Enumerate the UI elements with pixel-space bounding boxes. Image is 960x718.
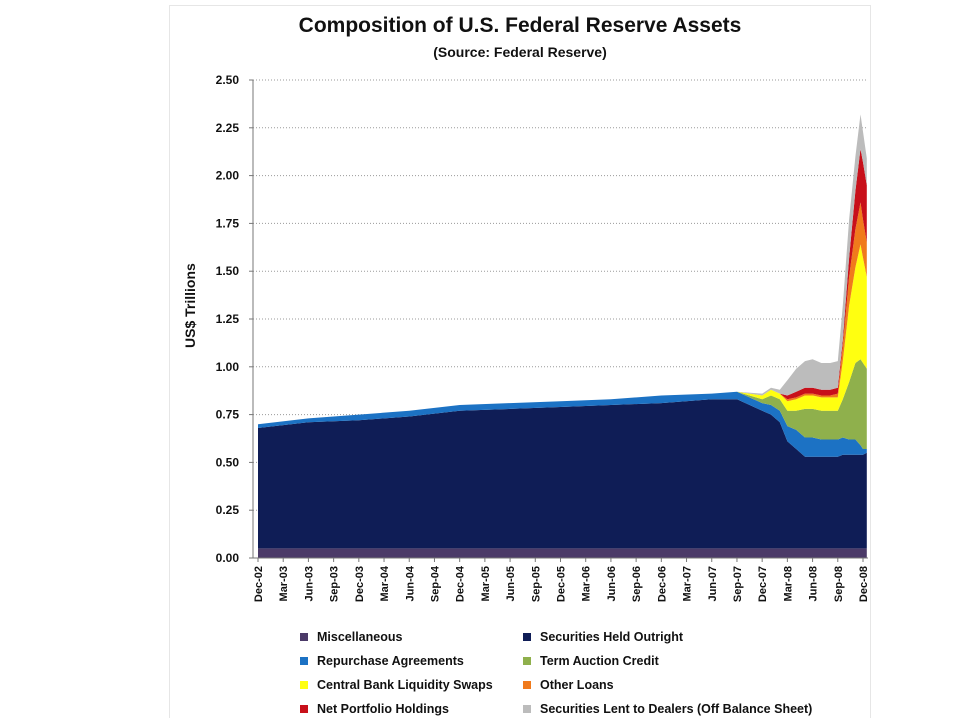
legend-item: Term Auction Credit [523,652,659,670]
y-tick-label: 1.00 [216,360,240,374]
y-tick-label: 2.25 [216,121,240,135]
legend-label: Net Portfolio Holdings [317,702,449,716]
x-tick-label: Sep-08 [833,566,845,602]
x-tick-label: Mar-07 [682,566,694,601]
x-tick-label: Jun-08 [808,566,820,601]
legend-item: Securities Held Outright [523,628,683,646]
legend-item: Securities Lent to Dealers (Off Balance … [523,700,812,718]
x-tick-label: Dec-07 [757,566,769,602]
x-tick-label: Mar-08 [782,566,794,601]
x-tick-label: Mar-03 [278,566,290,601]
legend-swatch [523,681,531,689]
legend-swatch [523,633,531,641]
x-tick-label: Sep-05 [530,566,542,602]
legend-item: Central Bank Liquidity Swaps [300,676,493,694]
x-tick-label: Sep-04 [429,565,441,602]
area-series-4 [258,244,867,425]
y-tick-label: 0.50 [216,455,240,469]
y-tick-label: 1.25 [216,312,240,326]
y-tick-label: 0.00 [216,551,240,565]
y-tick-label: 0.25 [216,503,240,517]
legend-label: Central Bank Liquidity Swaps [317,678,493,692]
x-tick-label: Sep-03 [329,566,341,602]
y-tick-label: 2.00 [216,169,240,183]
x-tick-label: Dec-03 [354,566,366,602]
chart-panel [170,6,870,718]
x-tick-label: Jun-06 [606,566,618,601]
x-tick-label: Dec-02 [253,566,265,602]
legend-swatch [300,657,308,665]
area-series-0 [258,548,867,558]
legend-swatch [300,705,308,713]
legend-item: Repurchase Agreements [300,652,464,670]
x-tick-label: Sep-07 [732,566,744,602]
y-tick-label: 1.75 [216,216,240,230]
y-tick-label: 0.75 [216,408,240,422]
area-series-2 [258,391,867,457]
x-tick-label: Dec-06 [656,566,668,602]
legend-label: Repurchase Agreements [317,654,464,668]
x-tick-label: Dec-04 [455,565,467,602]
legend-label: Securities Held Outright [540,630,684,644]
x-tick-label: Jun-04 [404,565,416,601]
legend-item: Miscellaneous [300,628,402,646]
area-series-1 [258,399,867,549]
legend-label: Term Auction Credit [540,654,659,668]
area-series-7 [258,114,867,425]
x-tick-label: Mar-05 [480,566,492,601]
x-tick-label: Mar-06 [581,566,593,601]
legend-swatch [300,633,308,641]
x-tick-label: Dec-05 [556,566,568,602]
x-tick-label: Jun-05 [505,566,517,601]
legend-item: Other Loans [523,676,614,694]
x-tick-label: Sep-06 [631,566,643,602]
legend-swatch [300,681,308,689]
x-tick-label: Jun-07 [707,566,719,601]
area-series-6 [258,148,867,425]
legend-label: Securities Lent to Dealers (Off Balance … [540,702,813,716]
legend-label: Other Loans [540,678,614,692]
legend-swatch [523,657,531,665]
y-tick-label: 1.50 [216,264,240,278]
legend-swatch [523,705,531,713]
legend-item: Net Portfolio Holdings [300,700,449,718]
chart-subtitle: (Source: Federal Reserve) [433,44,607,60]
x-tick-label: Jun-03 [303,566,315,601]
x-tick-label: Dec-08 [858,566,870,602]
y-tick-label: 2.50 [216,73,240,87]
chart-title: Composition of U.S. Federal Reserve Asse… [298,14,742,37]
legend-label: Miscellaneous [317,630,403,644]
x-tick-label: Mar-04 [379,565,391,601]
